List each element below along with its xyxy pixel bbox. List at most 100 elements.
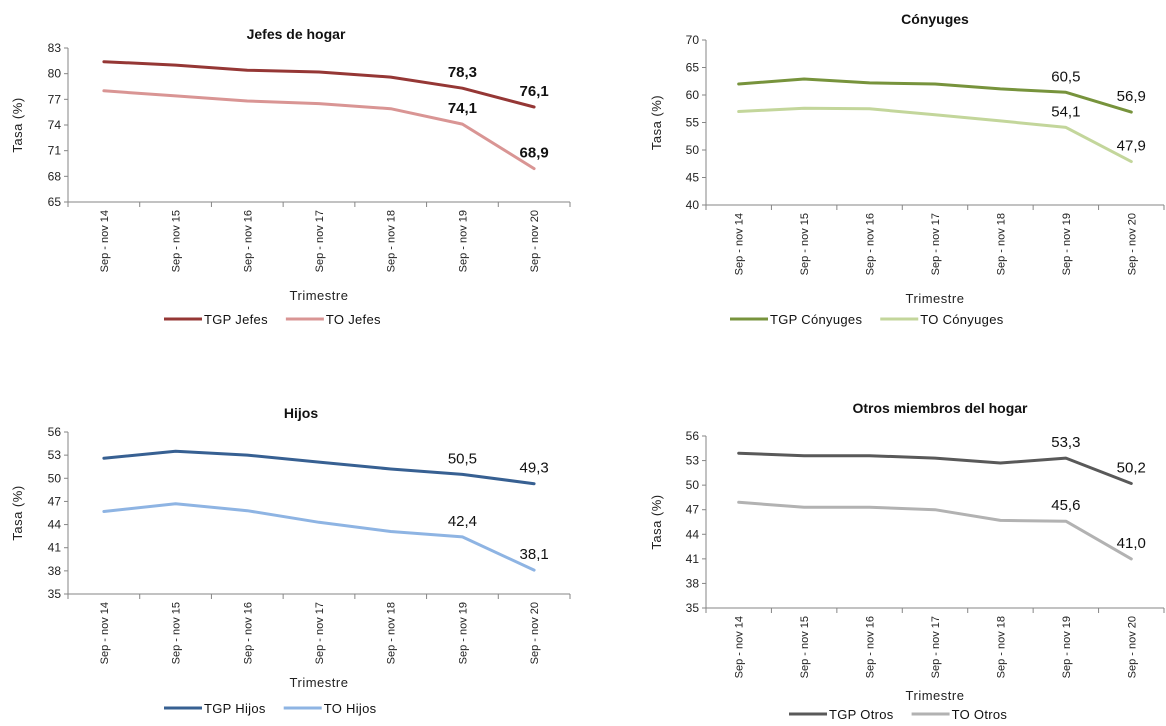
data-label: 56,9 [1117, 88, 1146, 105]
y-tick-label: 50 [686, 478, 700, 492]
x-axis-label: Trimestre [290, 675, 349, 690]
y-tick-label: 44 [686, 527, 700, 541]
legend-entry: TO Jefes [326, 312, 381, 327]
x-tick-label: Sep - nov 19 [1061, 616, 1073, 678]
x-axis-label: Trimestre [906, 291, 965, 306]
legend-entry: TO Hijos [324, 701, 377, 716]
data-label: 47,9 [1117, 138, 1146, 155]
y-tick-label: 71 [48, 144, 62, 158]
y-tick-label: 56 [48, 425, 62, 439]
x-tick-label: Sep - nov 17 [930, 616, 942, 678]
x-tick-label: Sep - nov 15 [171, 210, 183, 272]
x-tick-label: Sep - nov 18 [386, 602, 398, 664]
chart-title: Hijos [284, 405, 318, 421]
x-tick-label: Sep - nov 18 [995, 616, 1007, 678]
legend-entry: TO Otros [952, 707, 1008, 722]
y-tick-label: 53 [686, 454, 700, 468]
y-tick-label: 74 [48, 118, 62, 132]
x-tick-label: Sep - nov 15 [171, 602, 183, 664]
chart-title: Jefes de hogar [247, 26, 346, 42]
y-tick-label: 65 [686, 61, 700, 75]
y-tick-label: 77 [48, 92, 62, 106]
data-label: 76,1 [520, 83, 549, 100]
y-tick-label: 44 [48, 518, 62, 532]
data-label: 49,3 [520, 460, 549, 477]
chart-panel-3: Hijos 35 38 41 44 47 50 53 56 Sep - nov 14 Sep - n… [10, 405, 571, 716]
chart-panel-4: Otros miembros del hogar 35 38 41 44 47 50 53 56… [649, 400, 1165, 722]
legend-entry: TGP Hijos [204, 701, 266, 716]
data-label: 45,6 [1051, 497, 1080, 514]
x-tick-label: Sep - nov 16 [865, 213, 877, 275]
data-label: 50,5 [448, 450, 477, 467]
y-tick-label: 53 [48, 448, 62, 462]
data-label: 60,5 [1051, 68, 1080, 85]
y-tick-label: 47 [686, 503, 700, 517]
series-line-2 [102, 89, 536, 171]
series-line-2 [737, 500, 1133, 561]
y-tick-label: 55 [686, 116, 700, 130]
x-tick-label: Sep - nov 17 [314, 210, 326, 272]
x-tick-label: Sep - nov 14 [99, 210, 111, 272]
data-label: 78,3 [448, 64, 477, 81]
x-axis-label: Trimestre [290, 288, 349, 303]
series-line-1 [102, 449, 536, 486]
legend-entry: TO Cónyuges [920, 312, 1003, 327]
y-tick-label: 35 [48, 587, 62, 601]
data-label: 42,4 [448, 513, 477, 530]
y-tick-label: 70 [686, 33, 700, 47]
x-tick-label: Sep - nov 15 [799, 213, 811, 275]
y-tick-label: 38 [48, 564, 62, 578]
y-axis-label: Tasa (%) [10, 97, 25, 152]
chart-title: Cónyuges [901, 11, 969, 27]
x-tick-label: Sep - nov 16 [865, 616, 877, 678]
x-tick-label: Sep - nov 20 [1126, 213, 1138, 275]
y-tick-label: 35 [686, 601, 700, 615]
y-tick-label: 68 [48, 169, 62, 183]
y-tick-label: 40 [686, 198, 700, 212]
chart-panel-1: Jefes de hogar 65 68 71 74 77 80 83 Sep - nov 14… [10, 26, 571, 327]
y-tick-label: 47 [48, 494, 62, 508]
data-label: 53,3 [1051, 434, 1080, 451]
x-tick-label: Sep - nov 18 [995, 213, 1007, 275]
x-tick-label: Sep - nov 19 [457, 602, 469, 664]
y-axis-label: Tasa (%) [10, 485, 25, 540]
y-tick-label: 83 [48, 41, 62, 55]
legend-entry: TGP Otros [829, 707, 894, 722]
x-tick-label: Sep - nov 15 [799, 616, 811, 678]
x-tick-label: Sep - nov 20 [529, 602, 541, 664]
x-tick-label: Sep - nov 16 [242, 602, 254, 664]
y-tick-label: 50 [48, 471, 62, 485]
series-line-1 [102, 60, 536, 109]
y-axis-label: Tasa (%) [649, 494, 664, 549]
data-label: 54,1 [1051, 103, 1080, 120]
y-tick-label: 80 [48, 67, 62, 81]
x-tick-label: Sep - nov 17 [930, 213, 942, 275]
series-line-2 [737, 106, 1133, 164]
series-line-1 [737, 451, 1133, 485]
chart-panel-2: Cónyuges 40 45 50 55 60 65 70 Sep - nov 14 Sep - … [649, 11, 1165, 327]
legend-entry: TGP Cónyuges [770, 312, 862, 327]
data-label: 38,1 [520, 546, 549, 563]
x-tick-label: Sep - nov 20 [1126, 616, 1138, 678]
x-tick-label: Sep - nov 14 [99, 602, 111, 664]
y-axis-label: Tasa (%) [649, 95, 664, 150]
data-label: 74,1 [448, 100, 477, 117]
x-tick-label: Sep - nov 16 [242, 210, 254, 272]
y-tick-label: 60 [686, 88, 700, 102]
y-tick-label: 41 [686, 552, 700, 566]
x-axis-label: Trimestre [906, 688, 965, 703]
data-label: 68,9 [520, 145, 549, 162]
series-line-2 [102, 502, 536, 572]
y-tick-label: 45 [686, 171, 700, 185]
x-tick-label: Sep - nov 19 [1061, 213, 1073, 275]
x-tick-label: Sep - nov 20 [529, 210, 541, 272]
x-tick-label: Sep - nov 14 [734, 213, 746, 275]
data-label: 50,2 [1117, 460, 1146, 477]
y-tick-label: 41 [48, 541, 62, 555]
chart-title: Otros miembros del hogar [852, 400, 1028, 416]
data-label: 41,0 [1117, 535, 1146, 552]
series-line-1 [737, 77, 1133, 114]
x-tick-label: Sep - nov 18 [386, 210, 398, 272]
y-tick-label: 56 [686, 429, 700, 443]
